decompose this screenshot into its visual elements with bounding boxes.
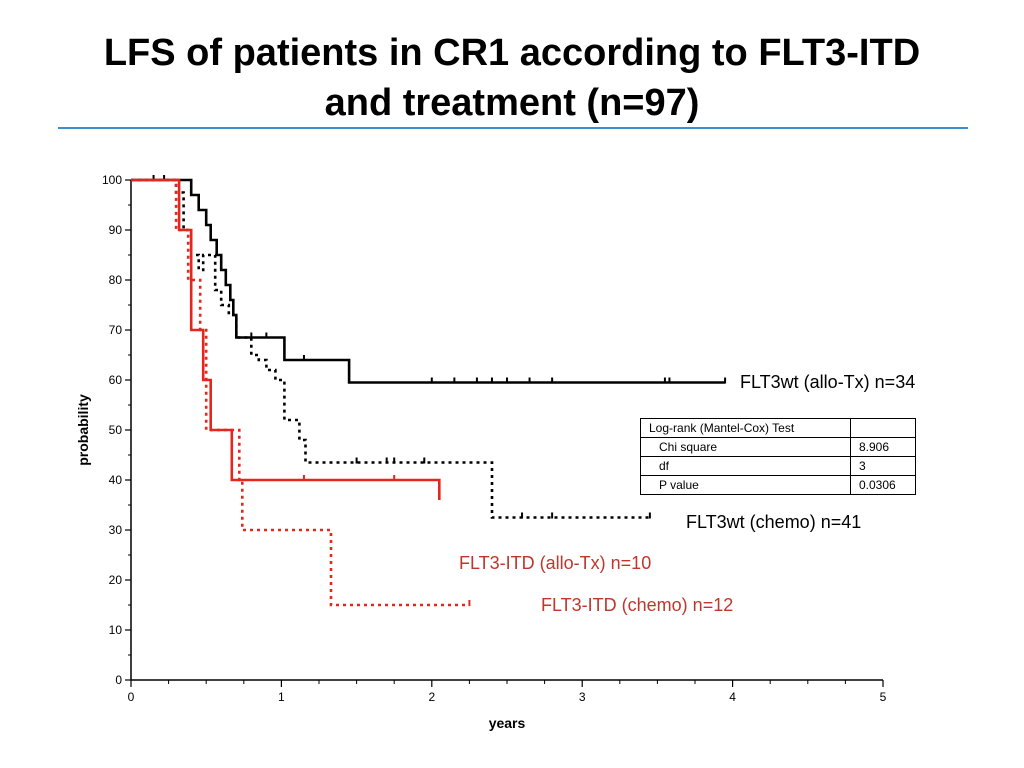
- y-tick-label: 40: [109, 473, 123, 487]
- logrank-header: Log-rank (Mantel-Cox) Test: [640, 418, 851, 438]
- title-divider: [58, 127, 968, 129]
- y-tick-label: 10: [109, 623, 123, 637]
- y-tick-label: 30: [109, 523, 123, 537]
- logrank-value: 0.0306: [850, 475, 916, 495]
- slide-title: LFS of patients in CR1 according to FLT3…: [0, 28, 1024, 128]
- logrank-header-blank: [850, 418, 916, 438]
- label-flt3itd-chemo: FLT3-ITD (chemo) n=12: [541, 595, 733, 615]
- x-tick-label: 0: [128, 690, 135, 704]
- y-tick-label: 90: [109, 223, 123, 237]
- x-tick-label: 5: [880, 690, 887, 704]
- y-tick-label: 100: [102, 173, 122, 187]
- chart-labels: years probability FLT3wt (allo-Tx) n=34 FLT…: [75, 372, 915, 731]
- title-line-1: LFS of patients in CR1 according to FLT3…: [103, 32, 921, 74]
- y-tick-label: 50: [109, 423, 123, 437]
- curve-flt3wt-chemo: [131, 178, 650, 519]
- chart-curves: [131, 175, 727, 607]
- chart-axes: 0 10 20 30 40 50 60 70 80 90 100 0 1 2 3 4 5: [102, 173, 887, 704]
- logrank-label: df: [640, 456, 851, 476]
- y-tick-label: 60: [109, 373, 123, 387]
- x-tick-label: 3: [579, 690, 586, 704]
- y-tick-label: 20: [109, 573, 123, 587]
- x-axis-label: years: [489, 715, 526, 731]
- label-flt3wt-chemo: FLT3wt (chemo) n=41: [686, 512, 861, 532]
- x-tick-label: 4: [729, 690, 736, 704]
- logrank-row-df: df 3: [640, 456, 916, 476]
- logrank-label: Chi square: [640, 437, 851, 457]
- curve-flt3wt-allo: [131, 178, 726, 384]
- x-tick-label: 1: [278, 690, 285, 704]
- y-tick-label: 80: [109, 273, 123, 287]
- curve-flt3itd-chemo: [131, 178, 470, 607]
- title-line-2: and treatment (n=97): [324, 82, 700, 124]
- logrank-header-row: Log-rank (Mantel-Cox) Test: [640, 418, 916, 438]
- logrank-value: 3: [850, 456, 916, 476]
- x-tick-label: 2: [428, 690, 435, 704]
- logrank-row-chi: Chi square 8.906: [640, 437, 916, 457]
- y-axis-label: probability: [75, 394, 91, 466]
- label-flt3wt-allo: FLT3wt (allo-Tx) n=34: [740, 372, 915, 392]
- logrank-value: 8.906: [850, 437, 916, 457]
- label-flt3itd-allo: FLT3-ITD (allo-Tx) n=10: [459, 553, 651, 573]
- logrank-row-p: P value 0.0306: [640, 475, 916, 495]
- y-tick-label: 0: [115, 673, 122, 687]
- y-tick-label: 70: [109, 323, 123, 337]
- logrank-label: P value: [640, 475, 851, 495]
- logrank-table: Log-rank (Mantel-Cox) Test Chi square 8.…: [640, 418, 916, 495]
